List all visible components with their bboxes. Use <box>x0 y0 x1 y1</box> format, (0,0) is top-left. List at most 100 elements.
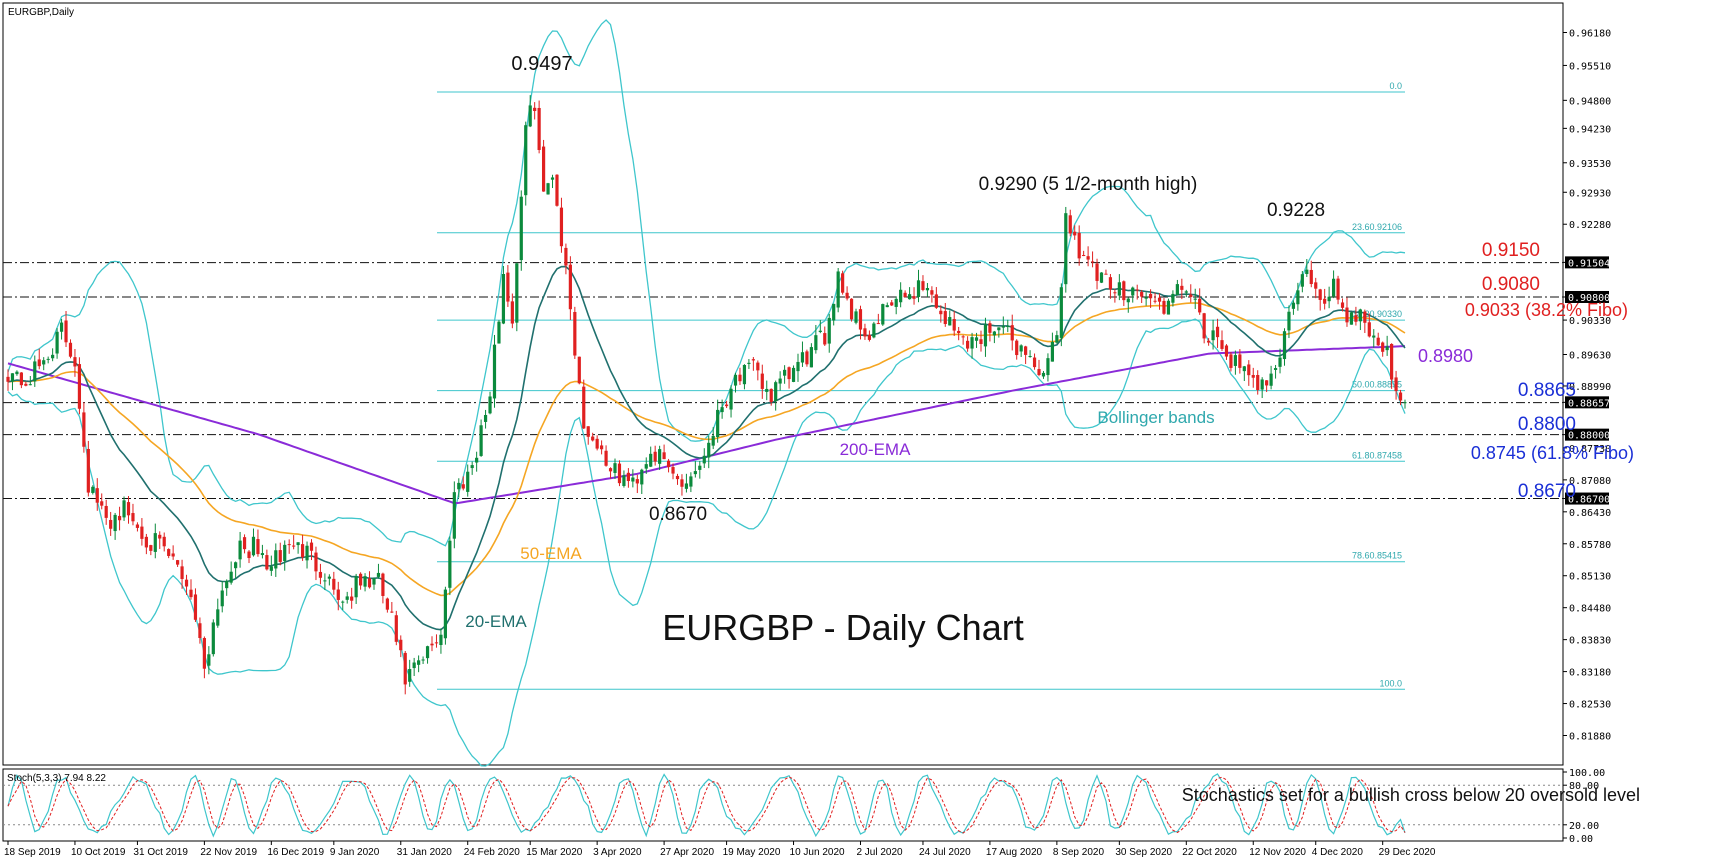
candle <box>653 445 657 466</box>
level-label-9033-fibo: 0.9033 (38.2% Fibo) <box>1465 300 1628 320</box>
candle <box>122 496 126 521</box>
candle <box>135 522 140 532</box>
candle <box>131 503 135 526</box>
candle <box>1189 284 1193 303</box>
candle-body <box>144 536 148 548</box>
candle-body <box>126 502 131 516</box>
candle-body <box>613 463 617 473</box>
candle-body <box>1260 379 1264 390</box>
candle-body <box>305 545 309 561</box>
level-label-8745-fibo: 0.8745 (61.8% Fibo) <box>1471 443 1634 463</box>
candle-body <box>1055 335 1059 343</box>
candle-body <box>225 580 229 589</box>
price-tick-box <box>1565 428 1609 441</box>
fib-label-1: 23.60.92106 <box>1352 222 1402 232</box>
candle-body <box>1184 291 1188 293</box>
candle-body <box>524 125 528 196</box>
stochastic-label: Stoch(5,3,3) 7.94 8.22 <box>7 773 106 784</box>
candle-body <box>1171 293 1175 303</box>
candle-body <box>800 352 805 363</box>
candle-body <box>568 264 572 310</box>
candle <box>1340 298 1345 312</box>
fib-label-3: 50.00.88895 <box>1352 380 1402 390</box>
candle-body <box>385 598 389 610</box>
candle <box>448 536 452 596</box>
annotation-20-ema: 20-EMA <box>465 612 527 631</box>
candle <box>836 268 840 313</box>
candle <box>948 310 952 326</box>
date-axis: 18 Sep 2019 10 Oct 2019 31 Oct 2019 22 Nov … <box>4 841 1436 858</box>
price-tick-label: 0.86430 <box>1569 508 1611 519</box>
candle-body <box>1024 346 1028 355</box>
candle <box>791 365 796 383</box>
candle-body <box>238 540 242 560</box>
candle-body <box>974 337 979 341</box>
candle <box>100 493 104 510</box>
candle <box>234 561 238 579</box>
candles <box>6 95 1407 695</box>
price-tick-label: 0.96180 <box>1569 28 1611 39</box>
candle <box>528 95 532 128</box>
candle <box>1372 329 1376 348</box>
candle-body <box>1282 331 1287 360</box>
candle <box>1059 283 1063 347</box>
candle-body <box>1041 372 1046 377</box>
candle-body <box>28 384 32 386</box>
candle-body <box>707 442 711 458</box>
candle <box>541 139 546 192</box>
stoch-k-line <box>7 773 1406 838</box>
candle-body <box>1037 369 1041 376</box>
candle-body <box>399 639 403 651</box>
candle <box>1032 353 1037 370</box>
candle <box>849 298 854 322</box>
candle <box>19 372 23 389</box>
candle <box>1050 332 1055 362</box>
price-tick-label: 0.83830 <box>1569 636 1611 647</box>
date-tick-label: 24 Jul 2020 <box>919 847 971 858</box>
candle-body <box>1394 377 1398 392</box>
candle-body <box>189 589 193 598</box>
candle <box>501 265 506 325</box>
candle <box>1006 319 1010 333</box>
candle <box>568 256 572 320</box>
candle-body <box>1028 356 1032 358</box>
candle <box>742 364 747 390</box>
candle-body <box>1363 311 1367 323</box>
candle <box>323 573 327 591</box>
candle <box>546 182 550 195</box>
candle <box>238 531 242 568</box>
candle <box>189 579 193 600</box>
candle-body <box>506 272 510 302</box>
candle-body <box>858 309 863 330</box>
candle <box>890 299 894 307</box>
candle-body <box>836 271 840 308</box>
price-tick-box <box>1565 492 1609 505</box>
fib-label-2: 38.20.90330 <box>1352 309 1402 319</box>
candle <box>10 373 15 391</box>
candle <box>1207 338 1211 346</box>
candle <box>1019 344 1023 357</box>
candle-body <box>742 364 747 385</box>
candle <box>1073 225 1077 240</box>
candle-body <box>970 337 974 349</box>
candle-body <box>1220 340 1224 349</box>
candle <box>662 444 666 460</box>
candle <box>1238 349 1242 374</box>
candle-body <box>167 549 171 556</box>
price-tick-label: 0.94230 <box>1569 124 1611 135</box>
candle-body <box>135 524 140 528</box>
candle-body <box>1247 364 1251 376</box>
candle <box>1269 365 1273 390</box>
candle <box>461 476 465 491</box>
candle <box>724 400 729 409</box>
candle <box>693 461 697 478</box>
date-tick-label: 27 Apr 2020 <box>660 847 714 858</box>
candle <box>265 549 269 571</box>
price-tick-label: 0.89630 <box>1569 351 1611 362</box>
candle <box>274 543 278 577</box>
candle <box>1082 250 1086 257</box>
candle <box>823 326 827 347</box>
candle-body <box>381 573 385 596</box>
candle <box>1327 286 1331 309</box>
candle <box>747 358 751 369</box>
